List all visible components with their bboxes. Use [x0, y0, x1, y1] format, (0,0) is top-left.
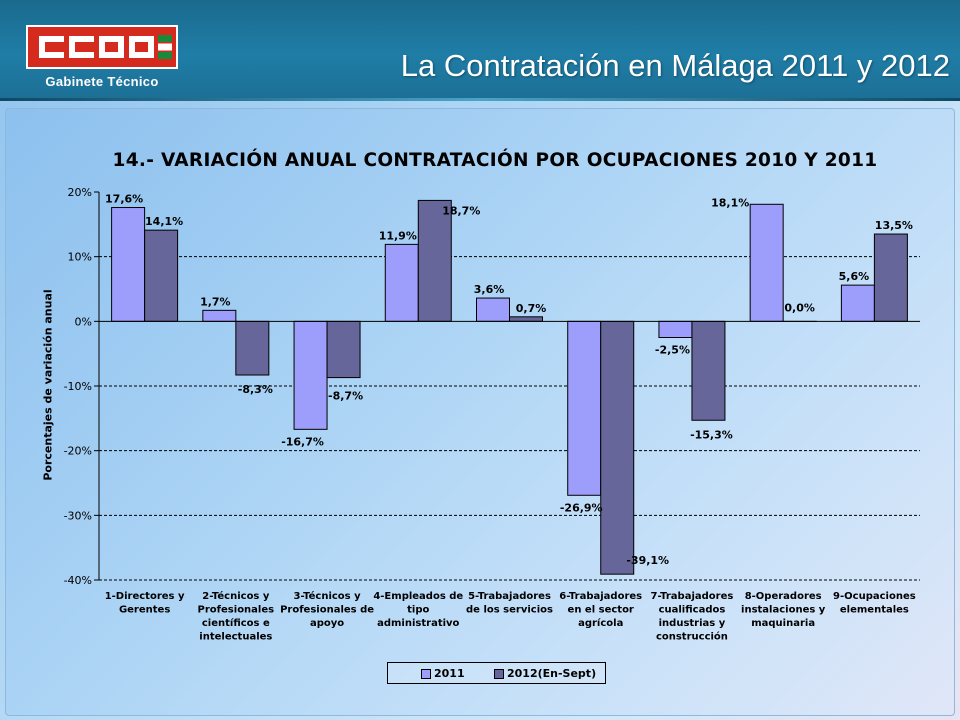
x-category-label: 7-Trabajadores cualificados industrias y co… [651, 591, 734, 643]
bar-2011 [202, 309, 237, 322]
bar-2012(En-Sept) [691, 320, 726, 421]
x-category-label-line: construcción [656, 631, 728, 643]
data-label: 5,6% [839, 270, 870, 283]
bar-2012(En-Sept) [144, 229, 179, 322]
x-category-label-line: administrativo [377, 618, 459, 629]
legend-label-2011: 2011 [434, 667, 465, 680]
data-label: -15,3% [690, 428, 733, 441]
data-label: 0,0% [784, 301, 815, 314]
bar-2011 [840, 284, 875, 322]
x-category-label: 9-Ocupaciones elementales [833, 591, 916, 616]
data-label: 18,7% [442, 204, 480, 217]
data-label: -2,5% [655, 344, 690, 357]
x-category-label-line: elementales [840, 605, 909, 616]
bar-2012(En-Sept) [509, 316, 543, 322]
ccoo-logo-icon [39, 35, 172, 59]
y-tick-label: 10% [68, 251, 92, 264]
x-category-label-line: en el sector [568, 605, 634, 616]
chart-title: 14.- VARIACIÓN ANUAL CONTRATACIÓN POR OC… [112, 150, 878, 171]
x-category-label-line: apoyo [310, 618, 344, 629]
bar-2011 [749, 203, 784, 322]
x-category-label-line: 9-Ocupaciones [833, 591, 916, 602]
logo-caption: Gabinete Técnico [45, 74, 159, 89]
legend-item-2011: 2011 [421, 667, 465, 680]
bar-2012(En-Sept) [326, 320, 361, 379]
x-category-label-line: intelectuales [199, 632, 272, 643]
x-category-label-line: cualificados [659, 605, 726, 616]
x-category-label: 1-Directores y Gerentes [105, 591, 185, 616]
data-label: -26,9% [560, 501, 603, 514]
x-category-label: 4-Empleados de tipo administrativo [373, 591, 463, 629]
x-category-label: 6-Trabajadores en el sector agrícola [559, 591, 642, 629]
chart-panel [5, 108, 955, 716]
chart-legend: 2011 2012(En-Sept) [387, 662, 606, 684]
bar-2012(En-Sept) [873, 233, 908, 322]
x-category-label: 5-Trabajadores de los servicios [466, 591, 553, 616]
data-label: 14,1% [145, 215, 183, 228]
x-category-label-line: 7-Trabajadores [651, 591, 734, 602]
x-category-label-line: tipo [407, 605, 429, 616]
bar-2011 [384, 243, 419, 322]
y-tick-label: -30% [64, 509, 92, 522]
bar-2012(En-Sept) [417, 199, 452, 322]
x-category-label-line: 2-Técnicos y [202, 590, 270, 602]
legend-label-2012: 2012(En-Sept) [507, 667, 597, 680]
page-title: La Contratación en Málaga 2011 y 2012 [400, 48, 950, 83]
y-axis-title-text: Porcentajes de variación anual [41, 289, 55, 481]
bar-2011 [658, 320, 693, 339]
y-tick-label: 20% [68, 186, 92, 199]
x-category-label-line: 3-Técnicos y [293, 590, 361, 602]
header-divider [0, 98, 960, 101]
bar-2011 [293, 320, 328, 430]
x-category-label-line: 1-Directores y [105, 591, 185, 602]
data-label: 3,6% [474, 283, 505, 296]
data-label: 13,5% [875, 219, 913, 232]
data-label: 1,7% [200, 295, 231, 308]
data-label: 17,6% [105, 193, 143, 206]
x-category-label-line: 5-Trabajadores [468, 591, 551, 602]
bar-2011 [567, 320, 602, 496]
data-label: -8,7% [328, 390, 363, 403]
x-category-label-line: 4-Empleados de [373, 591, 463, 602]
x-category-label-line: maquinaria [751, 618, 815, 629]
x-category-label-line: instalaciones y [741, 605, 826, 616]
ccoo-logo [26, 25, 178, 69]
legend-item-2012: 2012(En-Sept) [494, 667, 596, 680]
x-category-label: 8-Operadores instalaciones y maquinaria [741, 591, 826, 629]
x-category-label-line: científicos e [202, 617, 270, 629]
data-label: 0,7% [516, 302, 547, 315]
bar-2011 [111, 207, 146, 322]
y-tick-label: -10% [64, 380, 92, 393]
y-tick-label: -20% [64, 445, 92, 458]
x-category-label-line: Profesionales de [280, 605, 374, 616]
data-label: 11,9% [379, 229, 417, 242]
legend-swatch-2012 [494, 668, 504, 679]
data-label: 18,1% [711, 196, 749, 209]
bar-2012(En-Sept) [600, 320, 635, 575]
x-category-label-line: Gerentes [119, 605, 170, 616]
x-category-label-line: agrícola [578, 617, 623, 629]
data-label: -39,1% [626, 554, 669, 567]
x-category-label-line: 8-Operadores [745, 591, 822, 602]
x-category-label-line: 6-Trabajadores [559, 591, 642, 602]
x-category-label-line: de los servicios [466, 605, 553, 616]
y-tick-label: -40% [64, 574, 92, 587]
legend-swatch-2011 [421, 668, 431, 679]
x-category-label: 2-Técnicos y Profesionales científicos e in… [198, 590, 275, 643]
bar-2011 [476, 297, 510, 322]
x-category-label: 3-Técnicos y Profesionales de apoyo [280, 590, 374, 629]
x-category-label-line: industrias y [659, 618, 726, 629]
data-label: -8,3% [238, 383, 273, 396]
x-category-label-line: Profesionales [198, 605, 275, 616]
data-label: -16,7% [281, 435, 324, 448]
bar-2012(En-Sept) [235, 320, 270, 376]
y-tick-label: 0% [75, 315, 92, 328]
